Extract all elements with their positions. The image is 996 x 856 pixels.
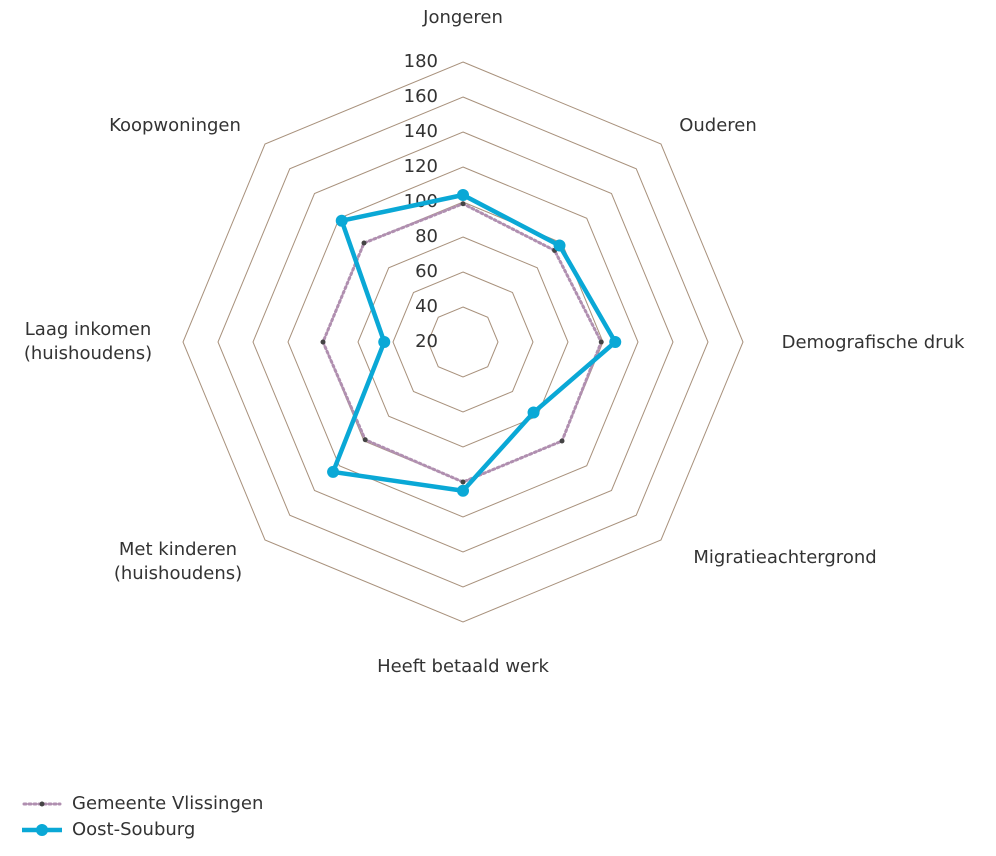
- legend-swatch: [39, 801, 45, 807]
- r-tick-label: 120: [404, 156, 438, 177]
- grid-ring: [252, 131, 674, 553]
- point: [553, 239, 566, 252]
- point: [457, 189, 469, 201]
- legend-swatch: [36, 824, 48, 836]
- point: [361, 240, 367, 246]
- axis-label: Laag inkomen (huishoudens): [23, 319, 153, 364]
- r-tick-label: 140: [404, 121, 438, 142]
- grid-ring: [427, 306, 499, 378]
- legend-label: Oost-Souburg: [72, 819, 195, 840]
- r-tick-label: 80: [415, 226, 438, 247]
- axis-label: Demografische druk: [781, 332, 965, 353]
- point: [460, 201, 466, 207]
- r-tick-label: 160: [404, 86, 438, 107]
- r-tick-label: 60: [415, 261, 438, 282]
- axis-label: Heeft betaald werk: [377, 656, 549, 677]
- point: [527, 406, 540, 419]
- r-tick-label: 180: [404, 51, 438, 72]
- axis-label: Migratieachtergrond: [693, 547, 877, 568]
- axis-label: Ouderen: [679, 115, 757, 136]
- axis-label: Jongeren: [423, 7, 503, 28]
- point: [460, 479, 466, 485]
- point: [559, 438, 565, 444]
- r-tick-label: 40: [415, 296, 438, 317]
- r-tick-label: 20: [415, 331, 438, 352]
- point: [609, 336, 622, 348]
- point: [320, 339, 326, 345]
- legend-label: Gemeente Vlissingen: [72, 793, 263, 814]
- grid-ring: [182, 61, 744, 623]
- point: [327, 465, 340, 478]
- point: [362, 437, 368, 443]
- axis-label: Koopwoningen: [109, 115, 241, 136]
- point: [598, 339, 604, 345]
- point: [378, 336, 391, 348]
- grid-ring: [217, 96, 709, 588]
- grid-ring: [392, 271, 534, 413]
- grid-ring: [357, 236, 569, 448]
- point: [457, 484, 469, 497]
- grid-ring: [287, 166, 639, 518]
- axis-label: Met kinderen (huishoudens): [113, 539, 243, 584]
- point: [335, 214, 348, 227]
